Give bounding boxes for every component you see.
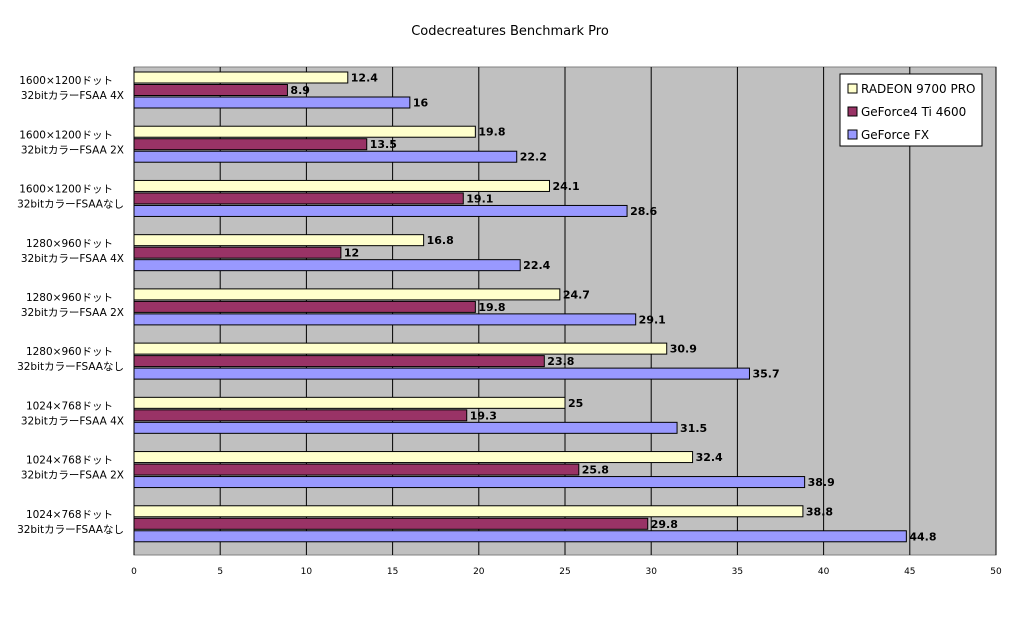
category-label-line1: 1024×768ドット: [26, 455, 113, 467]
data-label: 13.5: [370, 138, 397, 151]
data-label: 38.8: [806, 505, 833, 518]
data-label: 25: [568, 397, 583, 410]
legend-swatch: [847, 106, 858, 117]
legend-box: [839, 73, 983, 147]
bar: [133, 505, 804, 518]
x-tick-label: 45: [904, 567, 915, 577]
bar: [133, 71, 349, 84]
bar: [133, 355, 545, 368]
category-label-line1: 1600×1200ドット: [19, 129, 113, 141]
category-label-line2: 32bitカラーFSAA 4X: [21, 415, 124, 427]
bar: [133, 204, 628, 217]
data-label: 19.1: [466, 192, 493, 205]
category-label-line1: 1600×1200ドット: [19, 184, 113, 196]
legend-label: GeForce4 Ti 4600: [861, 105, 966, 119]
data-label: 38.9: [808, 476, 835, 489]
data-label: 22.4: [523, 259, 550, 272]
category-label-line1: 1280×960ドット: [26, 292, 113, 304]
bar: [133, 463, 580, 476]
category-label-line2: 32bitカラーFSAAなし: [17, 199, 124, 211]
bar: [133, 451, 694, 464]
data-label: 19.8: [478, 301, 505, 314]
x-tick-label: 5: [217, 567, 223, 577]
category-label-line1: 1280×960ドット: [26, 238, 113, 250]
data-label: 31.5: [680, 422, 707, 435]
bar: [133, 84, 288, 96]
bar: [133, 259, 521, 272]
legend-swatch: [847, 83, 858, 94]
data-label: 19.8: [478, 126, 505, 139]
data-label: 25.8: [582, 464, 609, 477]
category-label-line2: 32bitカラーFSAA 2X: [21, 470, 124, 482]
category-label-line1: 1024×768ドット: [26, 400, 113, 412]
data-label: 35.7: [752, 368, 779, 381]
x-tick-label: 20: [473, 567, 485, 577]
data-label: 12.4: [351, 72, 378, 85]
chart-title: Codecreatures Benchmark Pro: [411, 24, 609, 39]
data-label: 24.7: [563, 288, 590, 301]
bar: [133, 138, 368, 151]
x-tick-label: 0: [131, 567, 137, 577]
category-label-line2: 32bitカラーFSAA 2X: [21, 144, 124, 156]
data-label: 32.4: [696, 451, 723, 464]
bar: [133, 300, 476, 313]
bar: [133, 342, 668, 355]
category-label-line1: 1280×960ドット: [26, 346, 113, 358]
x-tick-label: 40: [818, 567, 830, 577]
data-label: 29.1: [639, 313, 666, 326]
x-tick-label: 35: [732, 567, 743, 577]
data-labels: 12.4 8.9 16 19.8 13.5 22.2 24.1 19.1 28.6 16.8 12 2…: [290, 72, 936, 544]
bar: [133, 517, 649, 530]
category-label-line2: 32bitカラーFSAA 2X: [21, 307, 124, 319]
bar: [133, 396, 566, 409]
bar: [133, 530, 907, 543]
bar: [133, 192, 464, 205]
data-label: 12: [344, 247, 359, 260]
x-tick-label: 25: [559, 567, 570, 577]
bar: [133, 288, 561, 301]
bar: [133, 179, 550, 192]
bar: [133, 96, 411, 109]
bar: [133, 409, 468, 422]
category-label-line2: 32bitカラーFSAA 4X: [21, 90, 124, 102]
data-label: 24.1: [552, 180, 579, 193]
data-label: 44.8: [909, 530, 936, 543]
data-label: 23.8: [547, 355, 574, 368]
legend: RADEON 9700 PRO GeForce4 Ti 4600 GeForce F…: [839, 73, 983, 147]
bar: [133, 421, 678, 434]
category-labels: 1600×1200ドット 32bitカラーFSAA 4X 1600×1200ドット 3…: [17, 75, 124, 536]
data-label: 29.8: [651, 518, 678, 531]
x-tick-label: 15: [387, 567, 398, 577]
data-label: 16: [413, 97, 429, 110]
x-tick-label: 30: [645, 567, 657, 577]
category-label-line1: 1024×768ドット: [26, 509, 113, 521]
legend-label: RADEON 9700 PRO: [861, 82, 976, 96]
data-label: 22.2: [520, 151, 547, 164]
x-tick-label: 50: [990, 567, 1002, 577]
bar: [133, 234, 425, 247]
category-label-line2: 32bitカラーFSAA 4X: [21, 253, 124, 265]
category-label-line1: 1600×1200ドット: [19, 75, 113, 87]
bar: [133, 125, 476, 138]
x-axis-ticks: 0 5 10 15 20 25 30 35 40 45 50: [131, 567, 1002, 577]
data-label: 8.9: [290, 84, 310, 97]
data-label: 30.9: [670, 343, 697, 356]
bar: [133, 367, 750, 380]
legend-swatch: [847, 129, 858, 140]
data-label: 19.3: [470, 409, 497, 422]
data-label: 28.6: [630, 205, 657, 218]
bar: [133, 313, 637, 326]
category-label-line2: 32bitカラーFSAAなし: [17, 361, 124, 373]
x-tick-label: 10: [301, 567, 313, 577]
legend-label: GeForce FX: [861, 128, 929, 142]
bar: [133, 246, 342, 259]
category-label-line2: 32bitカラーFSAAなし: [17, 524, 124, 536]
bar: [133, 150, 518, 163]
bars: [133, 71, 907, 543]
data-label: 16.8: [427, 234, 454, 247]
bar: [133, 476, 806, 489]
